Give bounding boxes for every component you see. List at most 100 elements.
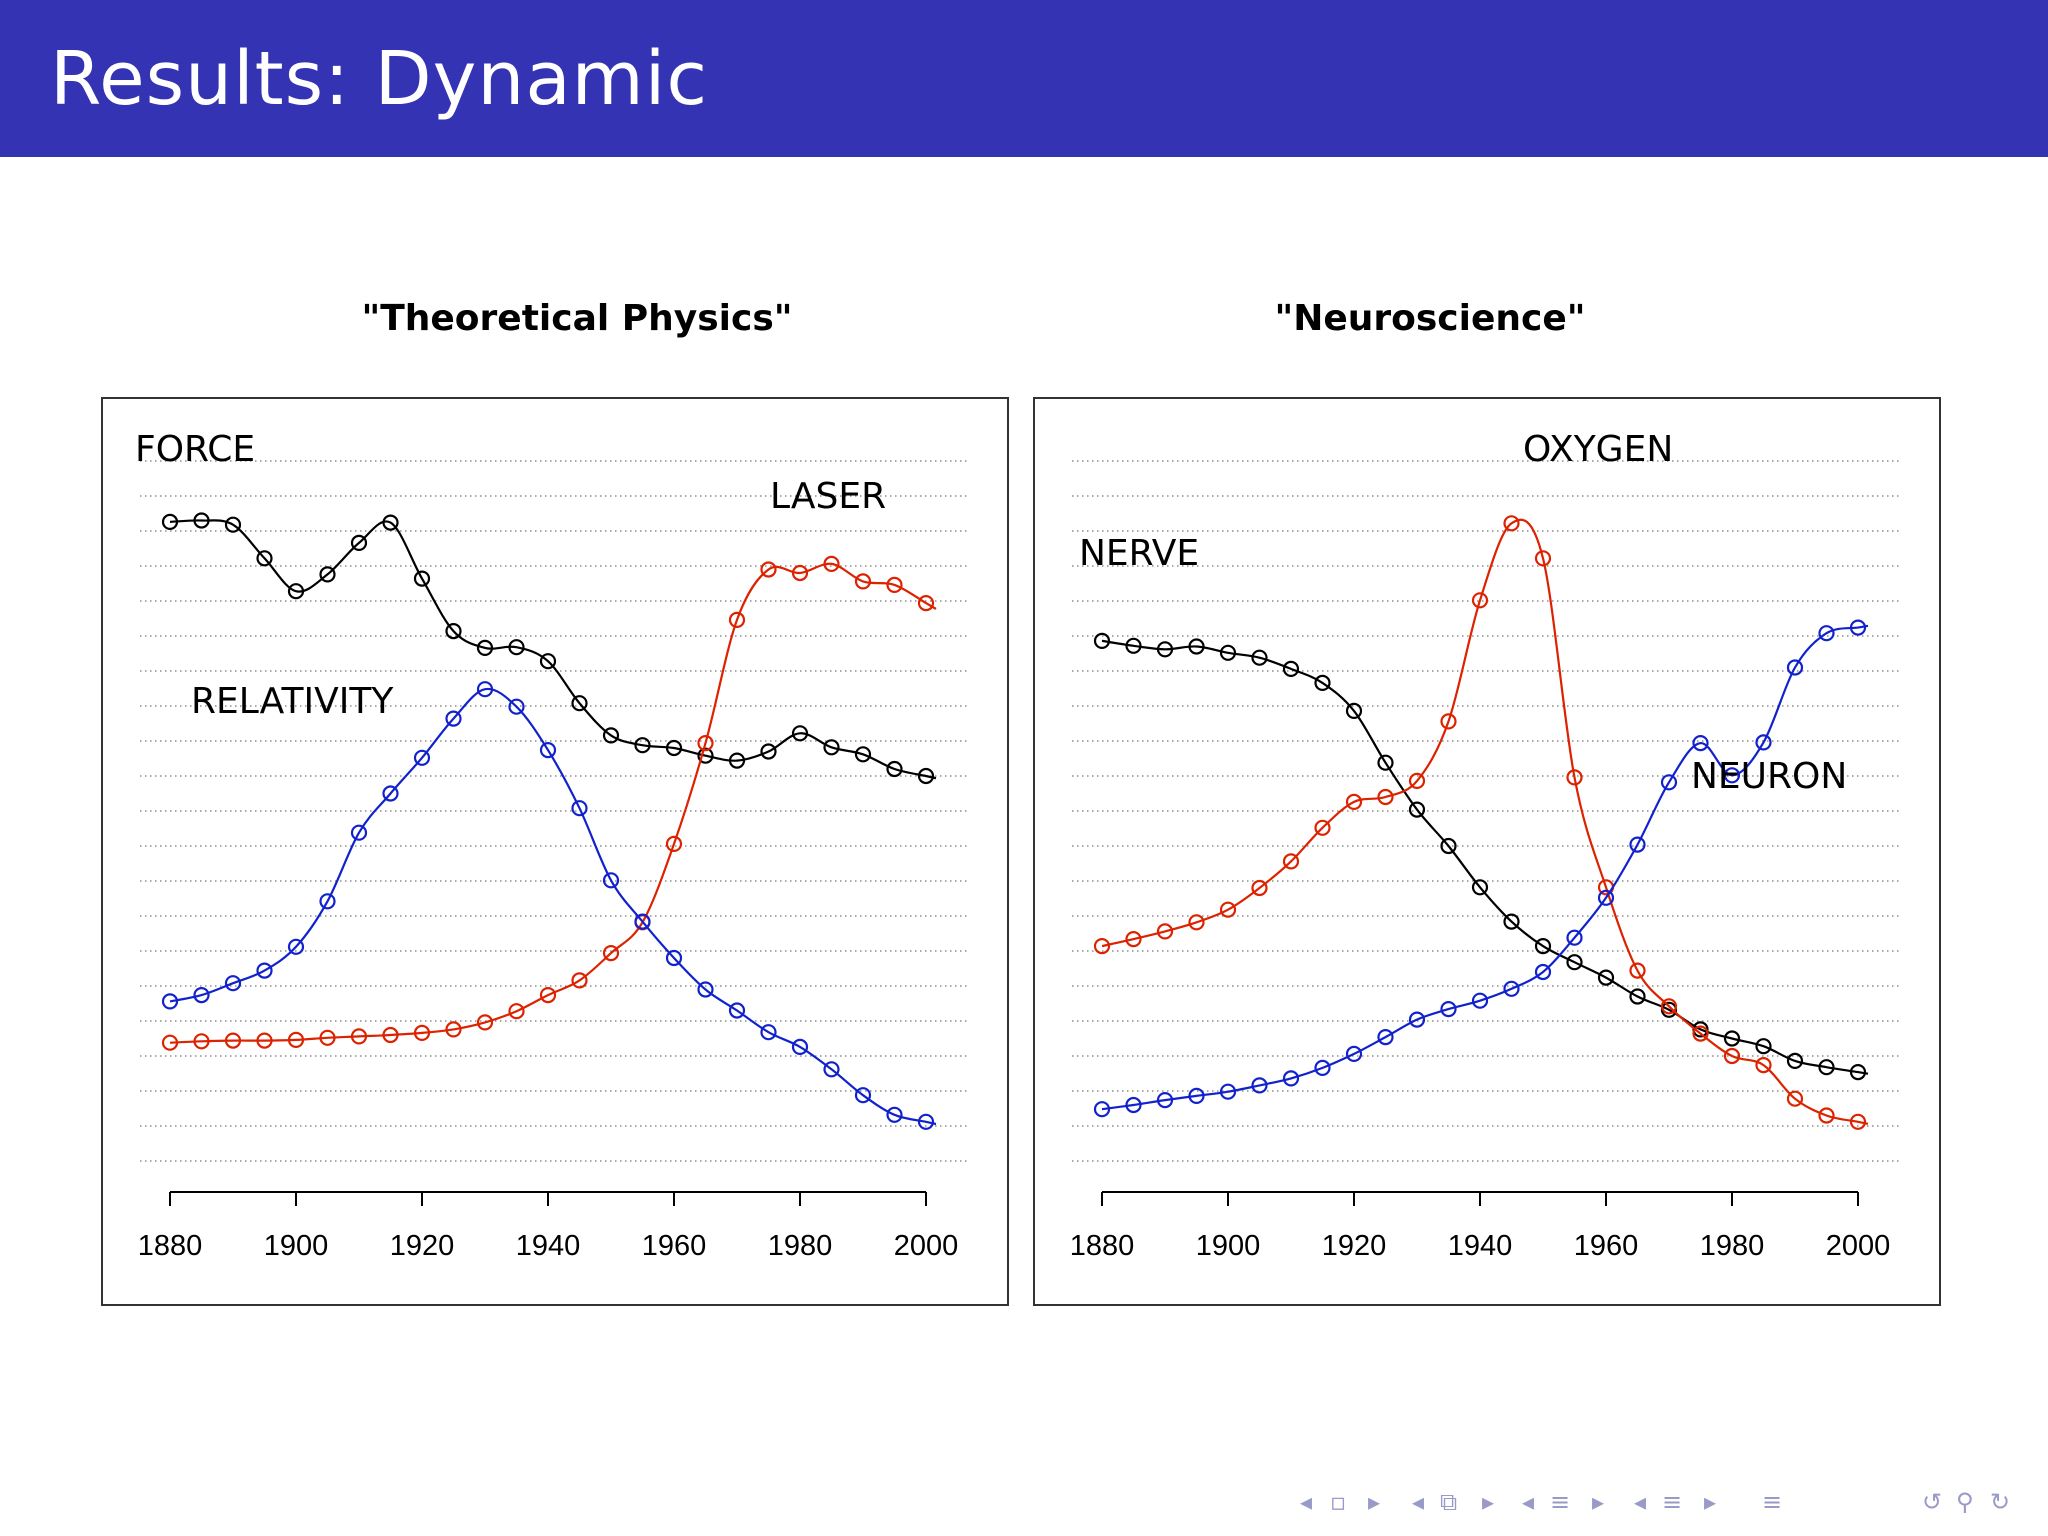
data-point — [1629, 962, 1646, 979]
data-point — [1125, 637, 1142, 654]
chart-physics: 1880 1900 1920 1940 1960 1980 2000 FORCE LASER RE… — [135, 429, 969, 1262]
data-point — [1503, 913, 1520, 930]
series-force: FORCE — [135, 429, 937, 785]
data-point — [697, 981, 714, 998]
data-point — [886, 1106, 903, 1123]
data-point — [1440, 713, 1457, 730]
chart-title-neuroscience: "Neuroscience" — [1274, 298, 1586, 339]
data-point — [1534, 963, 1552, 981]
data-point — [1345, 793, 1363, 810]
data-point — [1377, 754, 1394, 771]
data-point — [1408, 772, 1426, 789]
data-point — [224, 975, 242, 992]
data-point — [1755, 1038, 1772, 1055]
prev-subsection-icon[interactable]: ◂ — [1412, 1488, 1425, 1516]
series-label-oxygen: OXYGEN — [1523, 429, 1673, 470]
chart-neuroscience: 1880 1900 1920 1940 1960 1980 2000 NERVE OXYGEN N… — [1070, 429, 1901, 1262]
subsection-icon[interactable]: ⧉ — [1440, 1488, 1458, 1516]
data-point — [350, 534, 368, 551]
data-point — [413, 749, 431, 766]
gridlines — [1072, 460, 1901, 1162]
series-label-force: FORCE — [135, 429, 255, 470]
data-point — [445, 710, 462, 727]
data-point — [1786, 1052, 1804, 1070]
next-slide-icon[interactable]: ▸ — [1704, 1488, 1717, 1516]
data-point — [539, 653, 557, 670]
x-tick-label: 1940 — [1448, 1230, 1513, 1262]
data-point — [854, 1087, 872, 1104]
data-point — [1408, 801, 1426, 818]
data-point — [508, 698, 525, 715]
x-tick-label: 1960 — [1574, 1230, 1639, 1262]
data-point — [760, 743, 777, 760]
data-point — [539, 986, 557, 1004]
data-point — [1534, 937, 1552, 955]
prev-slide-icon[interactable]: ◂ — [1634, 1488, 1647, 1516]
section-icon[interactable]: ≡ — [1550, 1488, 1571, 1516]
data-point — [571, 972, 588, 989]
search-icon[interactable]: ⚲ — [1956, 1488, 1974, 1516]
data-point — [1188, 914, 1205, 931]
slide-icon[interactable]: ≡ — [1662, 1488, 1683, 1516]
data-point — [1849, 1113, 1867, 1130]
prev-frame-icon[interactable]: ◂ — [1300, 1488, 1313, 1516]
redo-icon[interactable]: ↻ — [1990, 1488, 2011, 1516]
data-point — [1251, 879, 1268, 897]
data-point — [1471, 592, 1489, 609]
data-point — [1471, 879, 1489, 896]
data-point — [224, 516, 242, 533]
data-point — [1440, 837, 1457, 855]
data-point — [1723, 1047, 1741, 1065]
data-point — [728, 611, 746, 628]
data-point — [287, 1031, 305, 1049]
data-point — [854, 746, 872, 763]
chart-panel-physics: 1880 1900 1920 1940 1960 1980 2000 FORCE LASER RE… — [101, 397, 1009, 1306]
data-point — [1755, 734, 1772, 751]
prev-section-icon[interactable]: ◂ — [1522, 1488, 1535, 1516]
data-point — [1282, 853, 1300, 870]
x-tick-label: 1900 — [264, 1230, 329, 1262]
data-point — [1093, 937, 1111, 955]
data-point — [413, 1024, 431, 1042]
next-section-icon[interactable]: ▸ — [1592, 1488, 1605, 1516]
data-point — [413, 570, 431, 587]
data-point — [1440, 1000, 1457, 1018]
data-point — [634, 913, 651, 930]
data-point — [602, 944, 620, 962]
data-point — [1219, 644, 1237, 661]
data-point — [1660, 998, 1678, 1015]
data-point — [539, 742, 557, 759]
data-point — [382, 514, 399, 531]
chart-panel-neuroscience: 1880 1900 1920 1940 1960 1980 2000 NERVE OXYGEN N… — [1033, 397, 1941, 1306]
data-point — [1093, 1101, 1111, 1118]
next-frame-icon[interactable]: ▸ — [1368, 1488, 1381, 1516]
next-subsection-icon[interactable]: ▸ — [1482, 1488, 1495, 1516]
data-point — [1156, 923, 1174, 940]
data-point — [1723, 767, 1741, 784]
data-point — [1755, 1056, 1772, 1074]
data-point — [1660, 774, 1678, 791]
series-line-force — [169, 519, 937, 780]
data-point — [665, 739, 683, 757]
data-point — [193, 1033, 210, 1050]
data-point — [1156, 1091, 1174, 1109]
slide-title: Results: Dynamic — [50, 36, 709, 122]
frame-icon[interactable]: ▫ — [1330, 1488, 1347, 1516]
data-point — [917, 767, 935, 785]
x-tick-label: 2000 — [1826, 1230, 1891, 1262]
series-line-oxygen — [1101, 518, 1869, 1125]
data-point — [886, 576, 903, 593]
undo-icon[interactable]: ↺ — [1922, 1488, 1943, 1516]
data-point — [1818, 1107, 1835, 1124]
data-point — [1156, 641, 1174, 658]
data-point — [1125, 1096, 1142, 1114]
appendix-icon[interactable]: ≡ — [1762, 1488, 1783, 1516]
data-point — [1534, 550, 1552, 567]
x-tick-label: 1980 — [768, 1230, 833, 1262]
data-point — [161, 993, 179, 1010]
data-point — [1723, 1030, 1741, 1047]
data-point — [1093, 632, 1111, 649]
data-point — [823, 555, 840, 572]
series-relativity: RELATIVITY — [161, 681, 937, 1130]
data-point — [1503, 980, 1520, 997]
